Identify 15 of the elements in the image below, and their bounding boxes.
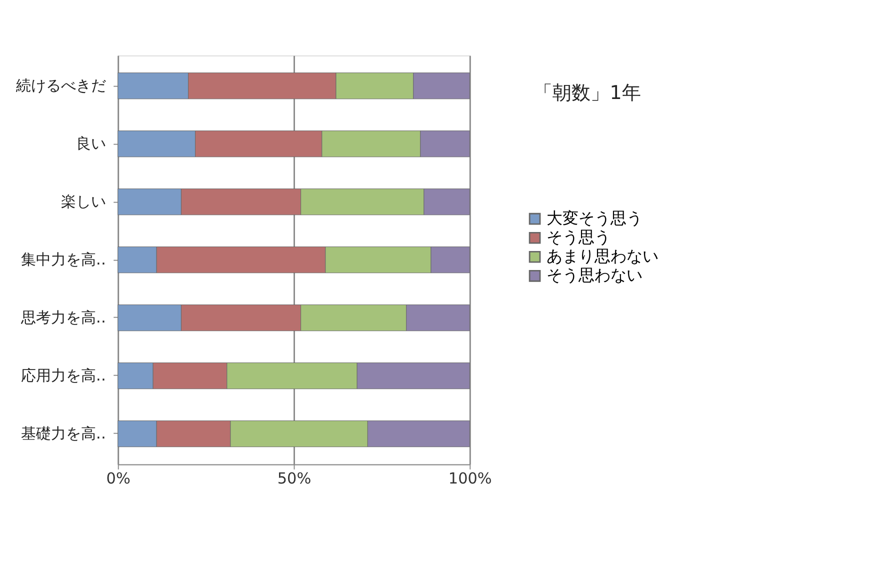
- text: 「朝数」1年: [534, 82, 641, 104]
- legend-label: 大変そう思う: [546, 208, 643, 228]
- y-tick-label: 集中力を高‥: [20, 250, 106, 269]
- x-tick-label: 50%: [277, 470, 312, 488]
- y-tick-label: 基礎力を高‥: [20, 424, 106, 443]
- x-tick-label: 100%: [448, 470, 492, 488]
- y-tick-label: 思考力を高‥: [20, 308, 106, 327]
- y-tick-label: 続けるべきだ: [15, 76, 106, 95]
- legend-label: そう思わない: [546, 266, 643, 285]
- y-tick-label: 楽しい: [61, 192, 106, 211]
- y-tick-label: 応用力を高‥: [20, 366, 106, 385]
- x-tick-label: 0%: [106, 470, 130, 488]
- y-tick-label: 良い: [76, 134, 106, 153]
- legend-label: あまり思わない: [546, 246, 659, 266]
- legend-label: そう思う: [546, 228, 611, 247]
